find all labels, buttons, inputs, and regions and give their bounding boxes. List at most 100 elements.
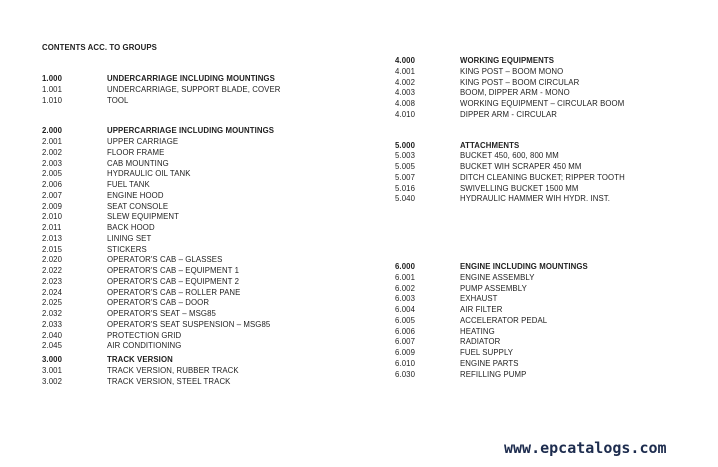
- toc-label: FLOOR FRAME: [107, 147, 165, 157]
- toc-label: WORKING EQUIPMENTS: [460, 56, 555, 65]
- toc-row: 5.007 DITCH CLEANING BUCKET; RIPPER TOOTH: [395, 173, 718, 184]
- toc-row: 2.013 LINING SET: [42, 234, 372, 245]
- toc-label: OPERATOR'S CAB – EQUIPMENT 2: [107, 276, 240, 286]
- toc-row: 2.024 OPERATOR'S CAB – ROLLER PANE: [42, 288, 372, 299]
- toc-label: KING POST – BOOM MONO: [460, 66, 564, 76]
- toc-code: 1.001: [42, 84, 63, 94]
- toc-row: 2.022 OPERATOR'S CAB – EQUIPMENT 1: [42, 266, 372, 277]
- toc-section-header: 5.000 ATTACHMENTS: [395, 141, 718, 152]
- toc-code: 2.025: [42, 298, 63, 308]
- toc-label: ATTACHMENTS: [460, 140, 520, 150]
- page-title: CONTENTS ACC. TO GROUPS: [42, 43, 157, 52]
- toc-label: PROTECTION GRID: [107, 330, 182, 340]
- toc-label: RADIATOR: [460, 337, 501, 347]
- toc-code: 2.009: [42, 201, 63, 211]
- toc-code: 2.033: [42, 319, 63, 329]
- toc-code: 4.001: [395, 66, 416, 76]
- toc-row: 6.010 ENGINE PARTS: [395, 359, 718, 370]
- toc-code: 2.000: [42, 126, 63, 136]
- toc-row: 6.009 FUEL SUPPLY: [395, 348, 718, 359]
- toc-code: 2.024: [42, 287, 63, 297]
- toc-code: 4.008: [395, 99, 416, 108]
- toc-row: 2.002 FLOOR FRAME: [42, 148, 372, 159]
- toc-code: 6.001: [395, 272, 416, 282]
- toc-row: 2.033 OPERATOR'S SEAT SUSPENSION – MSG85: [42, 320, 372, 331]
- toc-label: AIR FILTER: [460, 305, 503, 314]
- toc-label: ENGINE PARTS: [460, 358, 519, 368]
- toc-row: 2.011 BACK HOOD: [42, 223, 372, 234]
- toc-label: BOOM, DIPPER ARM - MONO: [460, 88, 570, 98]
- toc-row: 2.045 AIR CONDITIONING: [42, 341, 372, 352]
- toc-row: 1.010 TOOL: [42, 96, 372, 107]
- toc-section: 5.000 ATTACHMENTS 5.003 BUCKET 450, 600, 80…: [395, 141, 718, 206]
- toc-label: OPERATOR'S CAB – GLASSES: [107, 255, 223, 265]
- toc-label: FUEL TANK: [107, 180, 150, 189]
- toc-row: 2.015 STICKERS: [42, 245, 372, 256]
- toc-row: 4.002 KING POST – BOOM CIRCULAR: [395, 78, 718, 89]
- toc-row: 2.005 HYDRAULIC OIL TANK: [42, 169, 372, 180]
- toc-label: UNDERCARRIAGE INCLUDING MOUNTINGS: [107, 74, 275, 83]
- toc-code: 4.002: [395, 77, 416, 87]
- toc-label: TOOL: [107, 95, 129, 105]
- toc-label: ENGINE HOOD: [107, 190, 164, 200]
- toc-code: 2.011: [42, 223, 62, 232]
- toc-code: 6.030: [395, 369, 416, 379]
- toc-code: 5.040: [395, 194, 416, 204]
- toc-code: 2.003: [42, 158, 63, 168]
- toc-section: 3.000 TRACK VERSION 3.001 TRACK VERSION, RU…: [42, 355, 372, 387]
- toc-section: 4.000 WORKING EQUIPMENTS 4.001 KING POST – …: [395, 56, 718, 121]
- toc-row: 4.001 KING POST – BOOM MONO: [395, 67, 718, 78]
- toc-code: 1.010: [42, 95, 63, 105]
- toc-row: 2.023 OPERATOR'S CAB – EQUIPMENT 2: [42, 277, 372, 288]
- toc-code: 2.007: [42, 190, 63, 200]
- toc-code: 2.023: [42, 276, 63, 286]
- toc-section: 2.000 UPPERCARRIAGE INCLUDING MOUNTINGS 2.…: [42, 126, 372, 352]
- toc-label: KING POST – BOOM CIRCULAR: [460, 77, 580, 87]
- toc-code: 2.015: [42, 244, 63, 254]
- toc-code: 6.003: [395, 294, 416, 304]
- toc-label: PUMP ASSEMBLY: [460, 283, 527, 293]
- toc-code: 2.013: [42, 233, 63, 243]
- toc-label: TRACK VERSION, STEEL TRACK: [107, 376, 231, 386]
- toc-row: 6.004 AIR FILTER: [395, 305, 718, 316]
- toc-row: 6.007 RADIATOR: [395, 337, 718, 348]
- toc-label: UPPER CARRIAGE: [107, 137, 179, 146]
- toc-label: HEATING: [460, 326, 495, 336]
- toc-code: 2.040: [42, 330, 63, 340]
- toc-column-right: 4.000 WORKING EQUIPMENTS 4.001 KING POST – …: [395, 56, 718, 380]
- toc-label: OPERATOR'S SEAT – MSG85: [107, 309, 216, 318]
- toc-row: 3.002 TRACK VERSION, STEEL TRACK: [42, 377, 372, 388]
- toc-label: SWIVELLING BUCKET 1500 MM: [460, 183, 579, 193]
- toc-row: 6.002 PUMP ASSEMBLY: [395, 284, 718, 295]
- toc-code: 5.000: [395, 140, 416, 150]
- toc-row: 6.001 ENGINE ASSEMBLY: [395, 273, 718, 284]
- toc-row: 4.008 WORKING EQUIPMENT – CIRCULAR BOOM: [395, 99, 718, 110]
- toc-label: OPERATOR'S CAB – EQUIPMENT 1: [107, 266, 240, 275]
- toc-row: 4.010 DIPPER ARM - CIRCULAR: [395, 110, 718, 121]
- toc-code: 6.007: [395, 337, 416, 347]
- toc-row: 2.006 FUEL TANK: [42, 180, 372, 191]
- toc-label: TRACK VERSION, RUBBER TRACK: [107, 365, 239, 375]
- toc-label: WORKING EQUIPMENT – CIRCULAR BOOM: [460, 99, 625, 108]
- toc-label: OPERATOR'S SEAT SUSPENSION – MSG85: [107, 319, 271, 329]
- toc-row: 2.007 ENGINE HOOD: [42, 191, 372, 202]
- toc-code: 5.016: [395, 183, 416, 193]
- toc-code: 4.010: [395, 109, 416, 119]
- toc-code: 6.006: [395, 326, 416, 336]
- toc-label: BUCKET 450, 600, 800 MM: [460, 151, 559, 161]
- toc-label: ENGINE INCLUDING MOUNTINGS: [460, 262, 588, 271]
- watermark-link[interactable]: www.epcatalogs.com: [504, 439, 667, 457]
- toc-row: 2.003 CAB MOUNTING: [42, 159, 372, 170]
- toc-row: 5.005 BUCKET WIH SCRAPER 450 MM: [395, 162, 718, 173]
- toc-row: 5.040 HYDRAULIC HAMMER WIH HYDR. INST.: [395, 194, 718, 205]
- toc-row: 5.003 BUCKET 450, 600, 800 MM: [395, 151, 718, 162]
- toc-code: 6.004: [395, 305, 416, 314]
- toc-code: 2.005: [42, 169, 63, 179]
- toc-code: 2.006: [42, 180, 63, 189]
- toc-label: CAB MOUNTING: [107, 158, 169, 168]
- toc-code: 6.009: [395, 348, 416, 357]
- toc-label: UNDERCARRIAGE, SUPPORT BLADE, COVER: [107, 84, 281, 94]
- toc-column-left: 1.000 UNDERCARRIAGE INCLUDING MOUNTINGS 1.…: [42, 74, 372, 387]
- toc-code: 5.005: [395, 162, 416, 171]
- toc-section-header: 4.000 WORKING EQUIPMENTS: [395, 56, 718, 67]
